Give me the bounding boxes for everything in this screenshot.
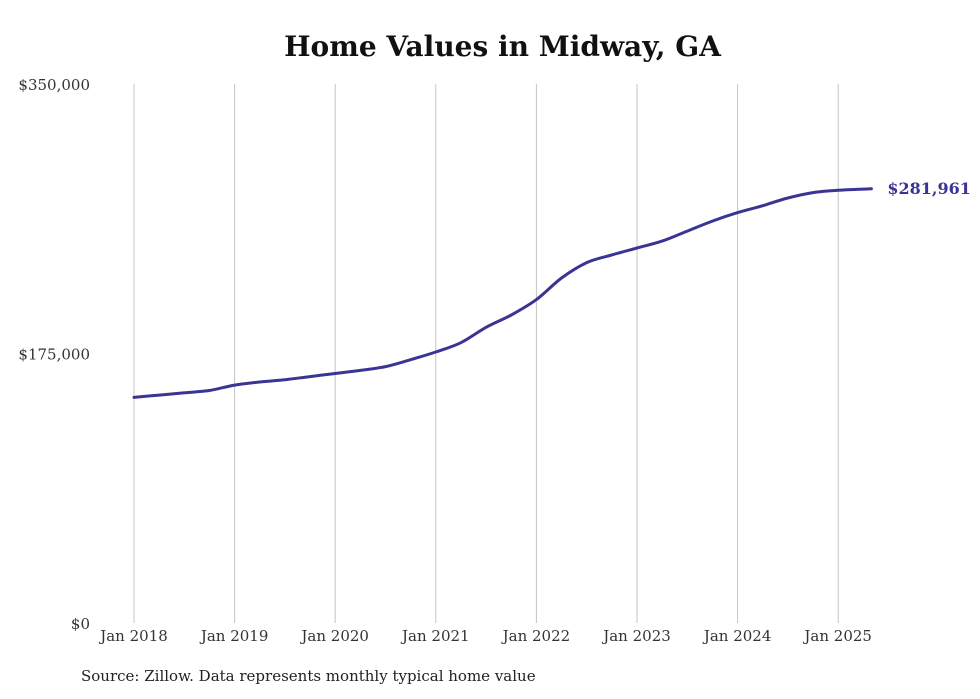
y-tick-label: $175,000 bbox=[18, 346, 90, 364]
line-chart: $0$175,000$350,000 Jan 2018 Jan 2019 Jan 2… bbox=[18, 76, 971, 645]
y-axis-labels: $0 $175,000 $350,000 bbox=[18, 76, 90, 633]
x-tick-label: Jan 2022 bbox=[501, 627, 571, 645]
series-layer: $281,961 bbox=[132, 179, 971, 399]
x-tick-label: Jan 2024 bbox=[702, 627, 772, 645]
y-tick-label: $0 bbox=[71, 615, 90, 633]
x-tick-label: Jan 2019 bbox=[199, 627, 269, 645]
gridlines bbox=[133, 84, 839, 623]
x-tick-label: Jan 2021 bbox=[400, 627, 470, 645]
x-tick-label: Jan 2020 bbox=[299, 627, 369, 645]
x-tick-label: Jan 2018 bbox=[98, 627, 168, 645]
x-tick-label: Jan 2023 bbox=[601, 627, 671, 645]
series-line bbox=[132, 187, 873, 399]
end-value-label: $281,961 bbox=[887, 179, 971, 198]
x-axis-labels: Jan 2018 Jan 2019 Jan 2020 Jan 2021 Jan 2022… bbox=[98, 627, 872, 645]
x-tick-label: Jan 2025 bbox=[802, 627, 872, 645]
source-note: Source: Zillow. Data represents monthly … bbox=[81, 667, 536, 685]
y-tick-label: $350,000 bbox=[18, 76, 90, 94]
chart-title: Home Values in Midway, GA bbox=[284, 30, 721, 63]
